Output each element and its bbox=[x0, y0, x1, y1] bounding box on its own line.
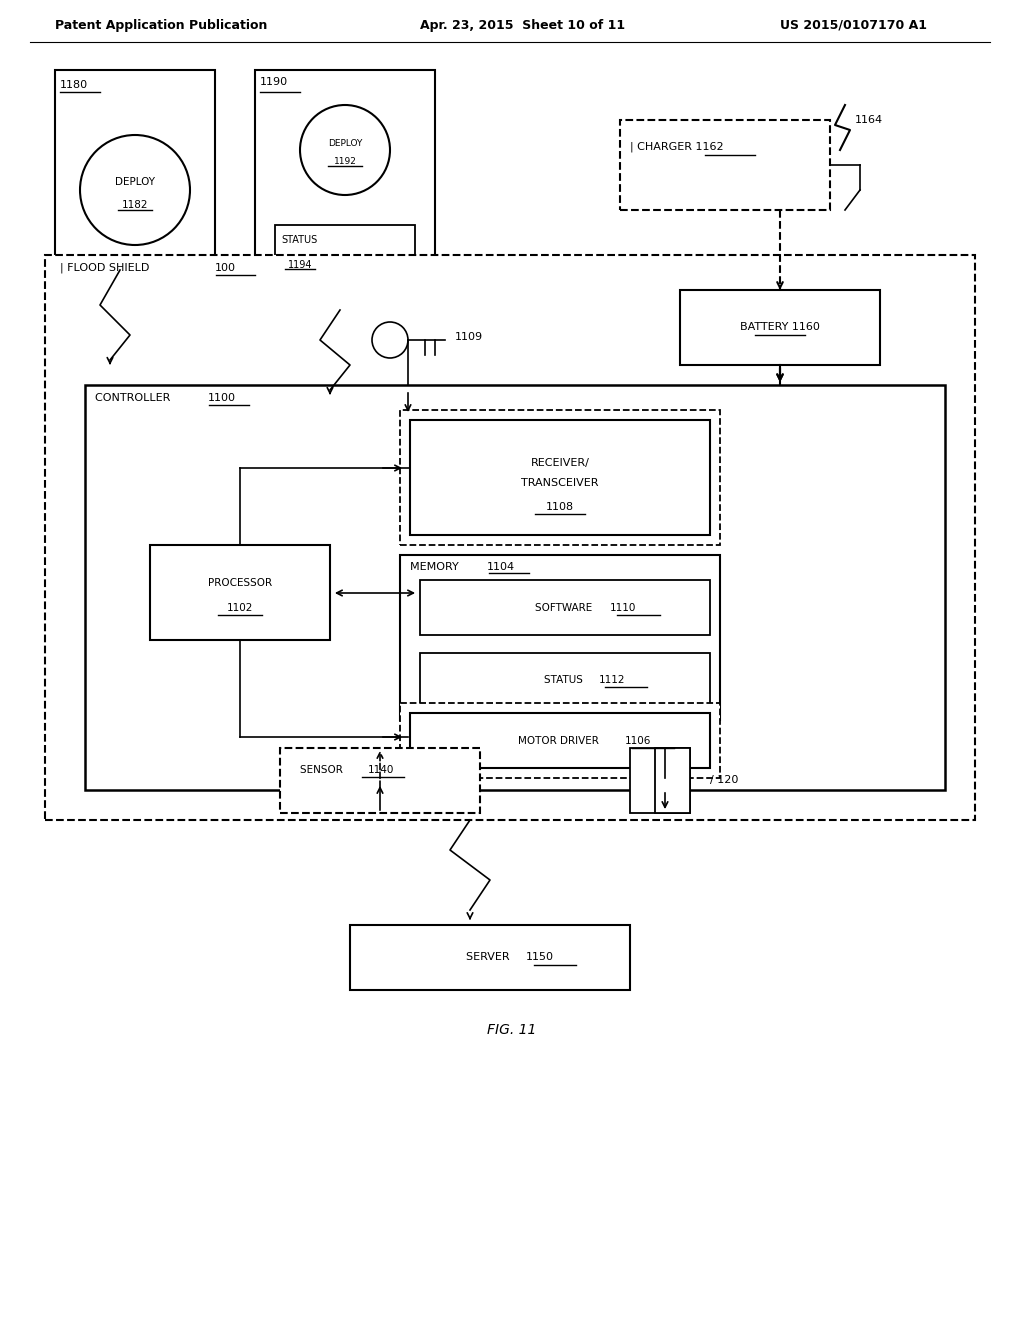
Text: STATUS: STATUS bbox=[282, 235, 318, 246]
Text: 1100: 1100 bbox=[208, 393, 236, 403]
Text: 1108: 1108 bbox=[546, 502, 574, 512]
FancyBboxPatch shape bbox=[400, 554, 720, 719]
FancyBboxPatch shape bbox=[85, 385, 945, 789]
FancyBboxPatch shape bbox=[680, 290, 880, 366]
Text: 1104: 1104 bbox=[487, 562, 515, 572]
Text: US 2015/0107170 A1: US 2015/0107170 A1 bbox=[780, 18, 927, 32]
Text: STATUS: STATUS bbox=[544, 675, 586, 685]
Text: BATTERY 1160: BATTERY 1160 bbox=[740, 322, 820, 333]
FancyBboxPatch shape bbox=[400, 704, 720, 777]
FancyBboxPatch shape bbox=[280, 748, 480, 813]
Text: 1109: 1109 bbox=[455, 333, 483, 342]
FancyBboxPatch shape bbox=[45, 255, 975, 820]
FancyBboxPatch shape bbox=[420, 653, 710, 708]
Text: MEMORY: MEMORY bbox=[410, 562, 462, 572]
FancyBboxPatch shape bbox=[655, 748, 690, 813]
Text: DEPLOY: DEPLOY bbox=[115, 177, 155, 187]
FancyBboxPatch shape bbox=[630, 748, 690, 813]
Text: 1180: 1180 bbox=[60, 81, 88, 90]
Text: SERVER: SERVER bbox=[467, 953, 514, 962]
FancyBboxPatch shape bbox=[150, 545, 330, 640]
Text: DEPLOY: DEPLOY bbox=[328, 139, 362, 148]
Text: 1182: 1182 bbox=[122, 201, 148, 210]
Text: 1150: 1150 bbox=[526, 953, 554, 962]
Text: SENSOR: SENSOR bbox=[300, 766, 346, 775]
Text: MOTOR DRIVER: MOTOR DRIVER bbox=[518, 737, 602, 746]
FancyBboxPatch shape bbox=[410, 713, 710, 768]
FancyBboxPatch shape bbox=[420, 579, 710, 635]
Text: PROCESSOR: PROCESSOR bbox=[208, 578, 272, 587]
Text: 1194: 1194 bbox=[288, 260, 312, 271]
FancyBboxPatch shape bbox=[620, 120, 830, 210]
Text: 1110: 1110 bbox=[610, 603, 636, 612]
Text: 1102: 1102 bbox=[226, 603, 253, 612]
FancyBboxPatch shape bbox=[400, 411, 720, 545]
Text: / 120: / 120 bbox=[710, 775, 738, 785]
Text: 1140: 1140 bbox=[368, 766, 394, 775]
FancyBboxPatch shape bbox=[350, 925, 630, 990]
FancyBboxPatch shape bbox=[255, 70, 435, 310]
FancyBboxPatch shape bbox=[410, 420, 710, 535]
FancyBboxPatch shape bbox=[275, 224, 415, 290]
Text: TRANSCEIVER: TRANSCEIVER bbox=[521, 478, 599, 488]
Text: | CHARGER 1162: | CHARGER 1162 bbox=[630, 141, 724, 152]
Text: RECEIVER/: RECEIVER/ bbox=[530, 458, 590, 469]
Text: SOFTWARE: SOFTWARE bbox=[535, 603, 595, 612]
Text: 1192: 1192 bbox=[334, 157, 356, 166]
Text: 100: 100 bbox=[215, 263, 236, 273]
Text: Patent Application Publication: Patent Application Publication bbox=[55, 18, 267, 32]
Text: 1164: 1164 bbox=[855, 115, 883, 125]
FancyBboxPatch shape bbox=[55, 70, 215, 271]
Text: 1190: 1190 bbox=[260, 77, 288, 87]
Text: 1112: 1112 bbox=[599, 675, 626, 685]
Text: | FLOOD SHIELD: | FLOOD SHIELD bbox=[60, 263, 153, 273]
Text: Apr. 23, 2015  Sheet 10 of 11: Apr. 23, 2015 Sheet 10 of 11 bbox=[420, 18, 625, 32]
Text: FIG. 11: FIG. 11 bbox=[487, 1023, 537, 1038]
Text: 1106: 1106 bbox=[625, 737, 651, 746]
Text: CONTROLLER: CONTROLLER bbox=[95, 393, 174, 403]
